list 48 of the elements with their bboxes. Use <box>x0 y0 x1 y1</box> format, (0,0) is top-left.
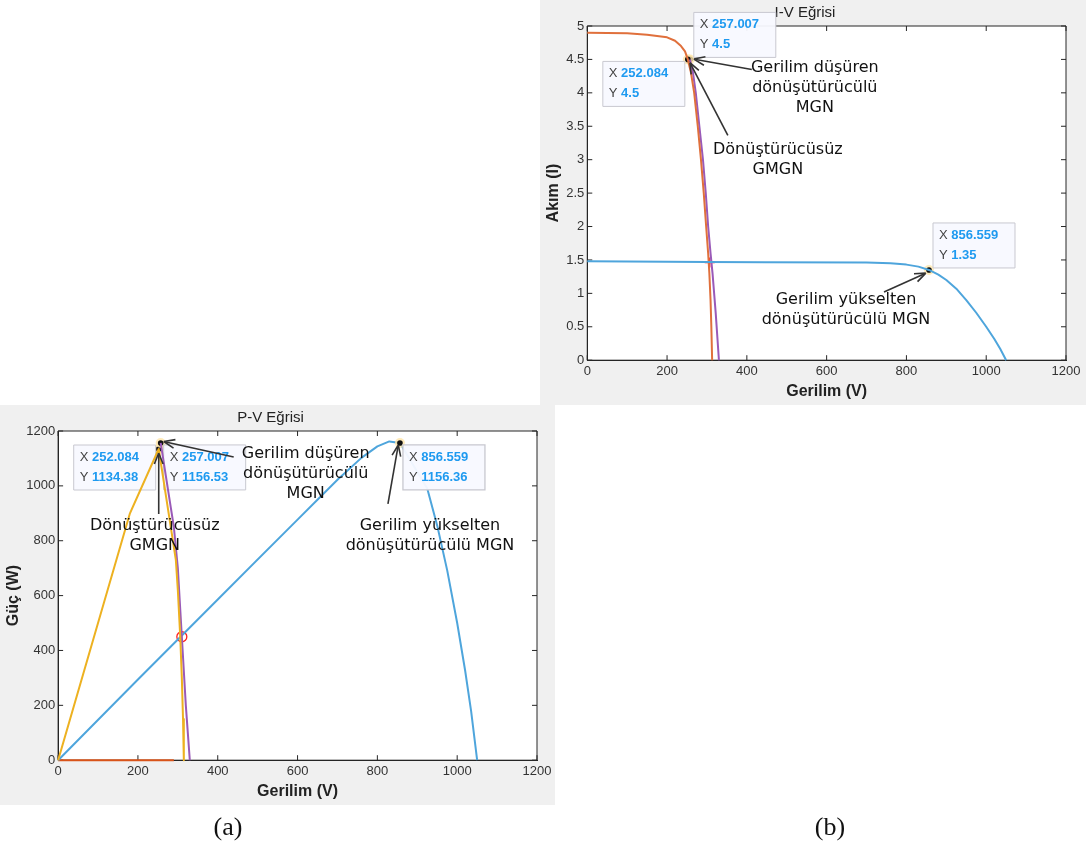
y-axis-title: Akım (I) <box>544 163 562 223</box>
annotation: X 257.007 Y 4.5 <box>699 16 760 51</box>
chart-title: P-V Eğrisi <box>237 408 304 426</box>
y-tick-label: 0.5 <box>566 318 585 334</box>
y-tick-label: 5 <box>577 17 585 33</box>
x-tick-label: 800 <box>895 362 918 378</box>
chart-title: I-V Eğrisi <box>774 3 836 21</box>
annotation: X 252.084 Y 1134.38 <box>79 448 140 484</box>
annotation: Dönüştürücüsüz GMGN <box>713 138 843 178</box>
annotation: X 856.559 Y 1.35 <box>938 226 999 262</box>
x-tick-label: 600 <box>815 362 838 378</box>
x-tick-label: 200 <box>656 362 678 378</box>
y-tick-label: 3.5 <box>566 117 585 133</box>
y-tick-label: 0 <box>47 751 56 767</box>
y-tick-label: 200 <box>33 696 56 712</box>
annotation: X 856.559 Y 1156.36 <box>408 448 469 484</box>
y-tick-label: 0 <box>577 351 585 367</box>
y-tick-label: 2.5 <box>566 184 585 200</box>
y-tick-label: 3 <box>577 151 585 167</box>
y-tick-label: 4.5 <box>566 51 585 66</box>
y-tick-label: 1000 <box>26 477 56 493</box>
x-tick-label: 600 <box>286 762 309 778</box>
y-tick-label: 1.5 <box>566 251 585 267</box>
y-tick-label: 4 <box>577 84 585 100</box>
y-axis-title: Güç (W) <box>4 564 22 627</box>
y-tick-label: 1200 <box>26 422 56 438</box>
text: (a) <box>212 812 244 842</box>
y-tick-label: 400 <box>33 642 56 658</box>
x-axis-title: Gerilim (V) <box>786 381 868 399</box>
x-tick-label: 1000 <box>971 362 1001 378</box>
y-tick-label: 600 <box>33 587 56 603</box>
x-tick-label: 400 <box>736 362 758 378</box>
x-tick-label: 400 <box>206 762 229 778</box>
x-tick-label: 1200 <box>522 762 552 778</box>
annotation: Gerilim düşüren dönüşütürücülü MGN <box>750 56 879 116</box>
x-tick-label: 1000 <box>442 762 472 778</box>
text: (b) <box>813 812 847 842</box>
annotation: X 257.007 Y 1156.53 <box>169 448 229 484</box>
y-tick-label: 2 <box>577 218 585 234</box>
x-axis-title: Gerilim (V) <box>257 781 339 799</box>
annotation: Gerilim yükselten dönüşütürücülü MGN <box>761 289 931 329</box>
x-tick-label: 800 <box>366 762 389 778</box>
y-tick-label: 800 <box>33 532 56 548</box>
point <box>176 631 188 643</box>
annotation: X 252.084 Y 4.5 <box>608 65 669 100</box>
x-tick-label: 1200 <box>1051 362 1081 378</box>
y-tick-label: 1 <box>577 284 585 300</box>
x-tick-label: 200 <box>127 762 149 778</box>
